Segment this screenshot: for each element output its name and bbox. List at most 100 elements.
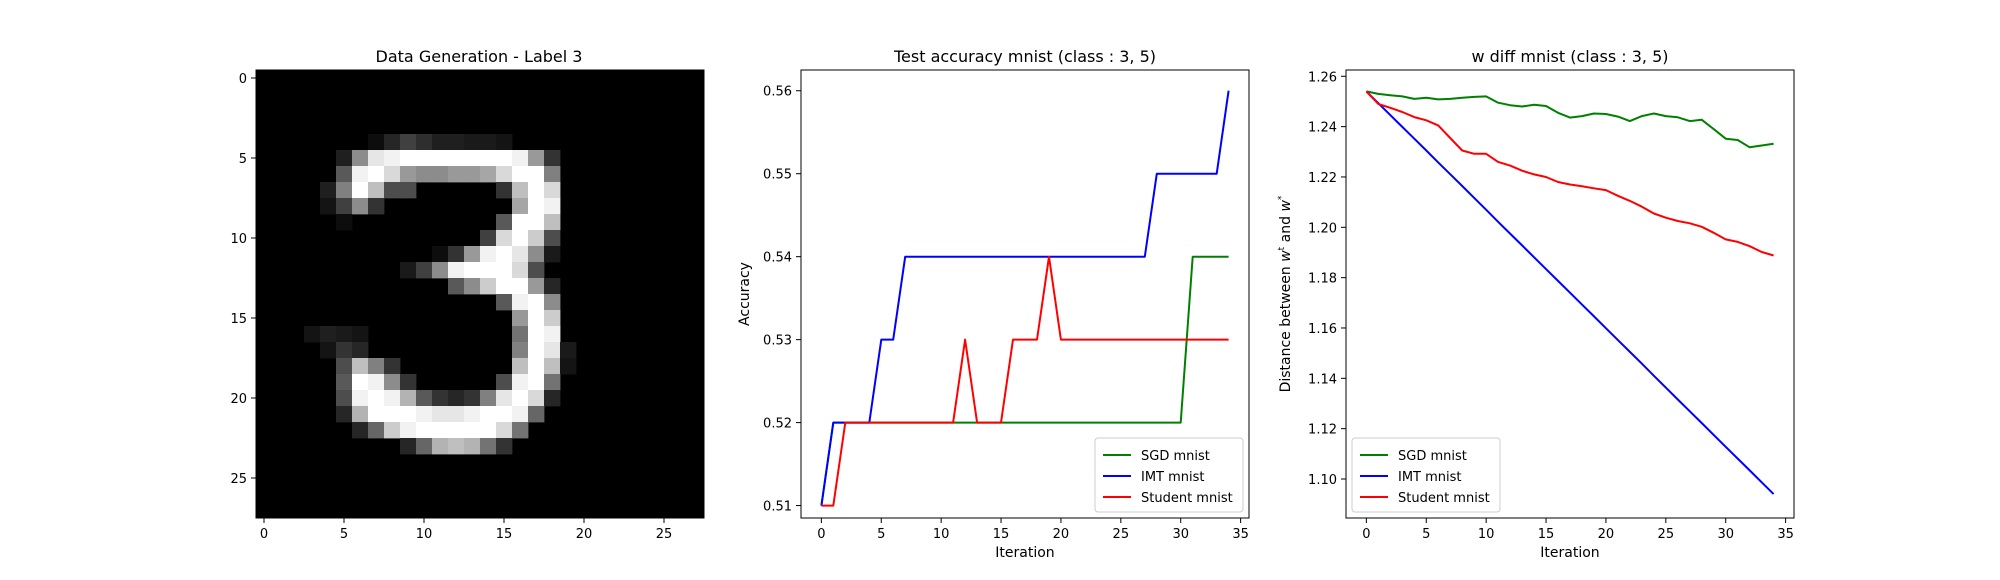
image-pixel [480, 246, 497, 263]
image-pixel [496, 438, 513, 455]
image-pixel [384, 134, 401, 151]
wdiff-legend: SGD mnist IMT mnist Student mnist [1351, 437, 1501, 513]
image-pixel [528, 278, 545, 295]
image-pixel [320, 198, 337, 215]
image-pixel [384, 150, 401, 167]
image-pixel [352, 198, 369, 215]
image-pixel [400, 438, 417, 455]
image-pixel [368, 166, 385, 183]
accuracy-y-tick-label: 0.51 [763, 500, 792, 515]
image-x-tick-label: 5 [340, 527, 348, 542]
wdiff-y-tick-label: 1.24 [1308, 121, 1337, 136]
image-pixel [480, 422, 497, 439]
image-pixel [352, 326, 369, 343]
image-pixel [416, 262, 433, 279]
image-pixel [336, 150, 353, 167]
image-pixel [512, 390, 529, 407]
image-pixel [384, 422, 401, 439]
accuracy-x-tick-label: 25 [1113, 527, 1130, 542]
image-pixel [528, 326, 545, 343]
wdiff-x-tick-label: 35 [1777, 527, 1794, 542]
accuracy-legend-box [1094, 437, 1244, 513]
image-pixel [528, 294, 545, 311]
image-pixel [368, 358, 385, 375]
image-pixel [352, 182, 369, 199]
image-pixel [464, 166, 481, 183]
image-pixel [400, 150, 417, 167]
image-pixel [496, 150, 513, 167]
image-x-tick-label: 20 [576, 527, 593, 542]
image-pixel [400, 134, 417, 151]
image-pixel [512, 374, 529, 391]
image-pixel [352, 406, 369, 423]
accuracy-y-tick-label: 0.55 [763, 168, 792, 183]
image-pixel [352, 342, 369, 359]
image-pixel [544, 246, 561, 263]
image-pixel [384, 374, 401, 391]
image-pixel [336, 358, 353, 375]
image-pixel [544, 342, 561, 359]
image-pixel [528, 390, 545, 407]
accuracy-chart-panel: Test accuracy mnist (class : 3, 5) 0 5 10 1… [737, 47, 1250, 561]
image-pixel [480, 230, 497, 247]
image-pixel [352, 358, 369, 375]
image-pixel [464, 278, 481, 295]
image-pixel [496, 262, 513, 279]
image-pixels [304, 134, 577, 455]
image-x-tick-label: 25 [656, 527, 673, 542]
accuracy-x-axis-label: Iteration [995, 545, 1054, 561]
image-pixel [480, 262, 497, 279]
wdiff-line-sgd-mnist [1366, 90, 1774, 149]
image-pixel [528, 406, 545, 423]
image-frame [255, 69, 705, 519]
image-pixel [480, 390, 497, 407]
accuracy-y-tick-label: 0.52 [763, 417, 792, 432]
image-pixel [432, 390, 449, 407]
image-pixel [544, 374, 561, 391]
image-pixel [384, 358, 401, 375]
image-pixel [368, 406, 385, 423]
image-pixel [448, 390, 465, 407]
wdiff-line-student-mnist [1365, 90, 1774, 257]
image-pixel [336, 214, 353, 231]
digit-image-panel: Data Generation - Label 3 0 5 10 15 20 25 0 5 1… [230, 47, 705, 542]
image-pixel [512, 198, 529, 215]
image-pixel [528, 230, 545, 247]
image-pixel [480, 406, 497, 423]
wdiff-y-tick-label: 1.20 [1308, 221, 1337, 236]
wdiff-y-tick-label: 1.10 [1308, 473, 1337, 488]
wdiff-y-tick-label: 1.26 [1308, 70, 1337, 85]
image-pixel [480, 278, 497, 295]
image-y-tick-label: 5 [239, 152, 247, 167]
image-pixel [512, 278, 529, 295]
image-pixel [496, 422, 513, 439]
image-pixel [384, 182, 401, 199]
image-pixel [432, 262, 449, 279]
image-pixel [496, 374, 513, 391]
accuracy-x-tick-label: 30 [1172, 527, 1189, 542]
image-pixel [464, 262, 481, 279]
image-pixel [384, 406, 401, 423]
image-pixel [432, 166, 449, 183]
image-pixel [448, 406, 465, 423]
image-pixel [368, 390, 385, 407]
image-x-ticks: 0 5 10 15 20 25 [260, 518, 672, 542]
image-pixel [512, 406, 529, 423]
image-pixel [544, 358, 561, 375]
image-pixel [512, 182, 529, 199]
image-pixel [496, 166, 513, 183]
image-pixel [512, 230, 529, 247]
image-pixel [448, 150, 465, 167]
wdiff-y-tick-label: 1.16 [1308, 322, 1337, 337]
image-pixel [496, 294, 513, 311]
wdiff-legend-box [1351, 437, 1501, 513]
image-title: Data Generation - Label 3 [376, 47, 583, 66]
image-pixel [528, 246, 545, 263]
image-pixel [448, 262, 465, 279]
image-pixel [432, 246, 449, 263]
wdiff-legend-label: SGD mnist [1398, 449, 1467, 464]
image-pixel [464, 438, 481, 455]
image-y-tick-label: 0 [239, 72, 247, 87]
image-pixel [528, 150, 545, 167]
wdiff-x-tick-label: 15 [1538, 527, 1555, 542]
